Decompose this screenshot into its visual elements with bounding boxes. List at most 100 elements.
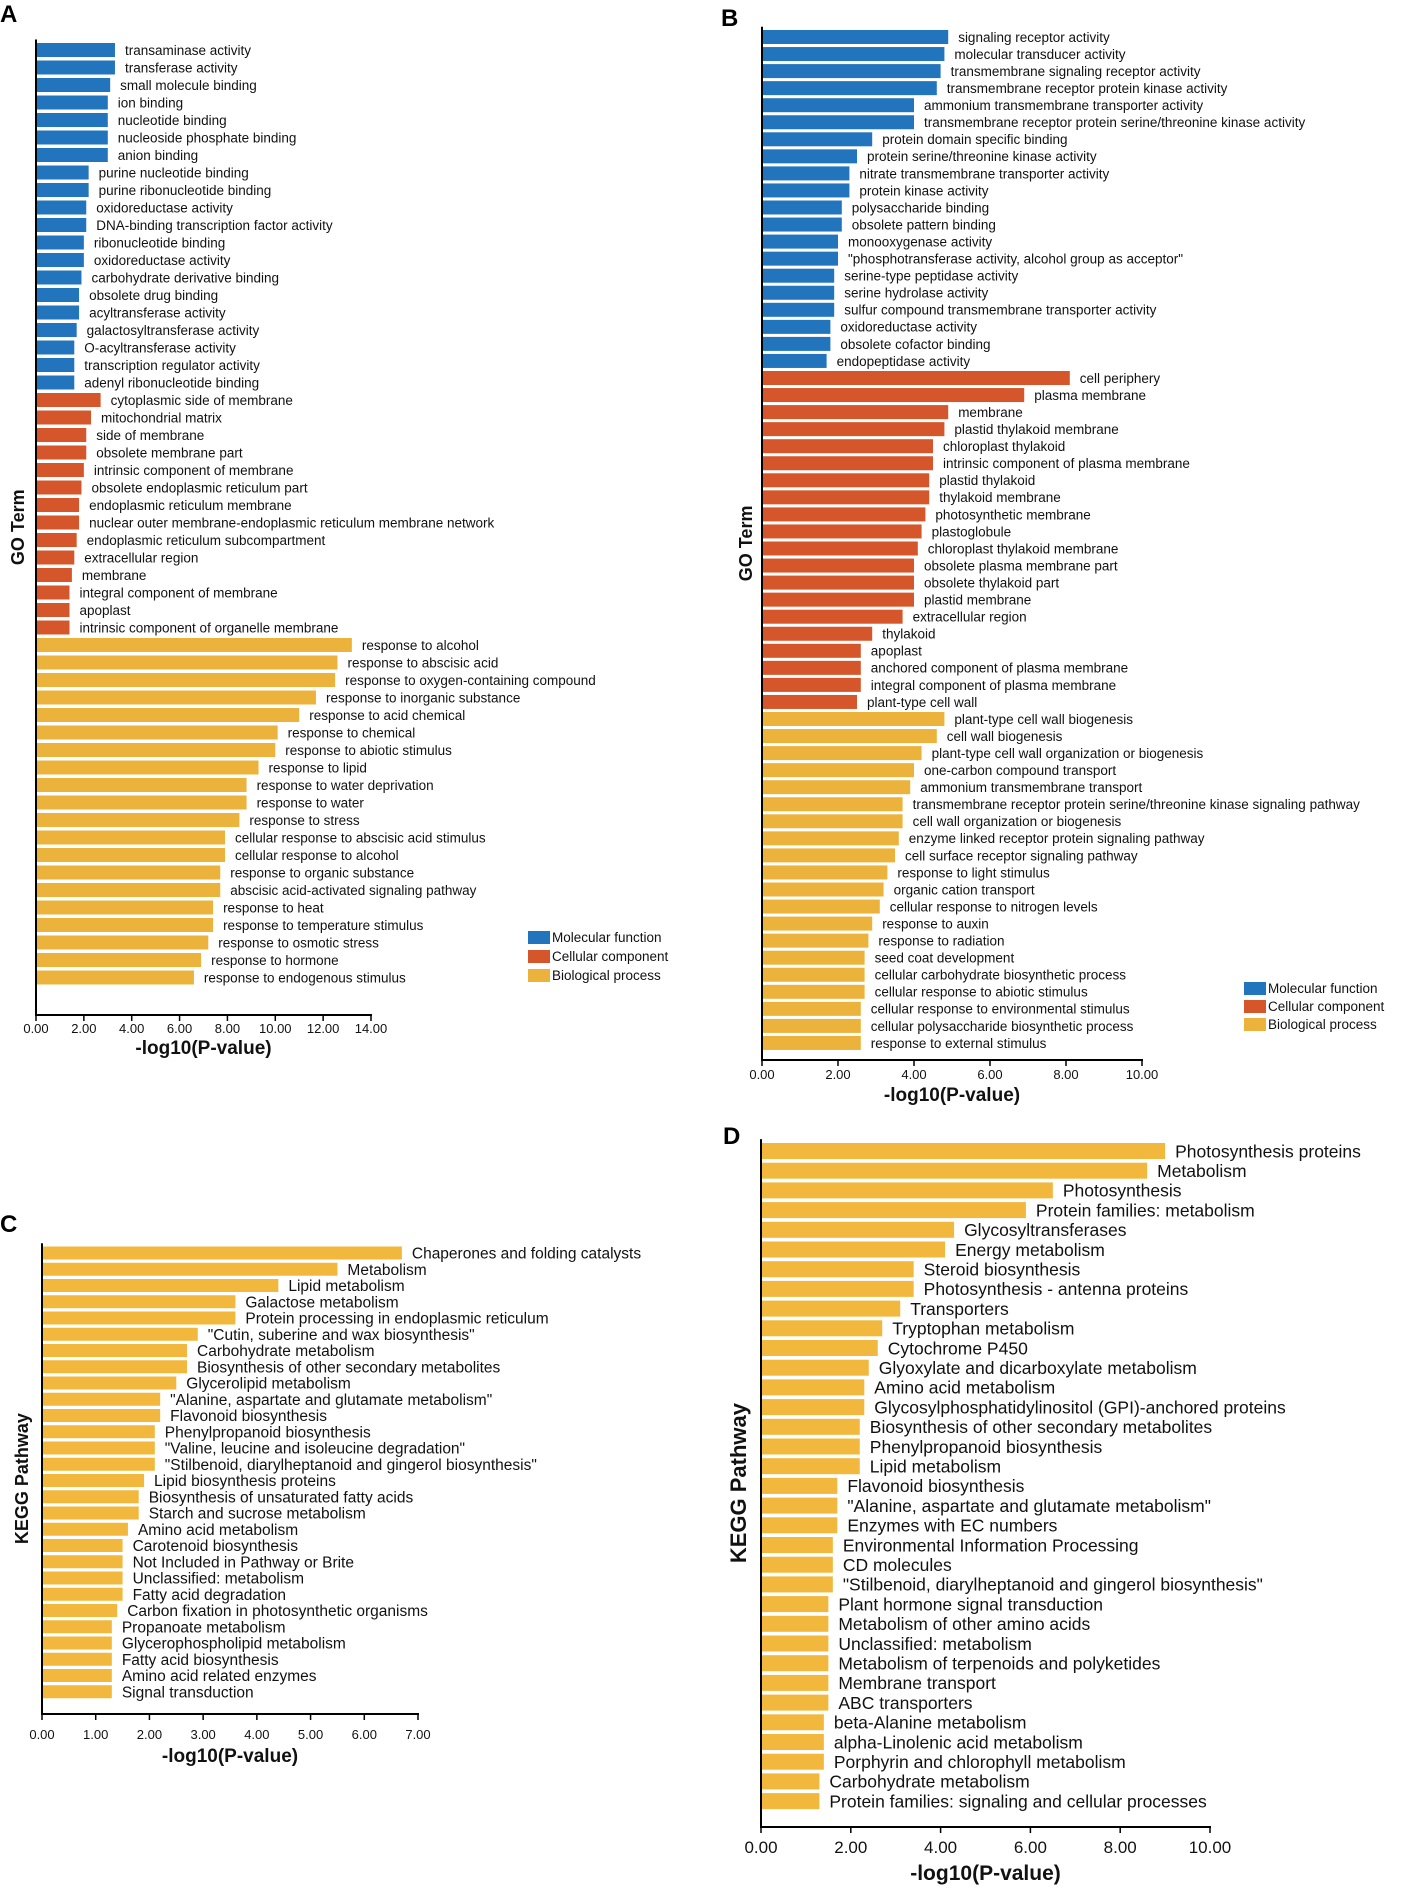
bar-label: response to endogenous stimulus [204,970,406,985]
bar-label: obsolete endoplasmic reticulum part [91,480,307,495]
bar-label: plastid thylakoid [939,473,1035,488]
bar-label: Glycosyltransferases [964,1220,1127,1240]
bar [36,970,194,985]
bar-label: response to water deprivation [257,778,434,793]
bar [762,217,842,232]
bar [36,673,336,687]
bar-label: Propanoate metabolism [122,1619,286,1636]
bar [762,268,835,283]
bar [761,1162,1148,1179]
bar [42,1620,112,1634]
bar [761,1300,901,1317]
bar-label: response to external stimulus [871,1036,1047,1051]
bar-label: chloroplast thylakoid membrane [928,541,1119,556]
y-axis-title: KEGG Pathway [12,1413,32,1544]
bar [762,541,918,556]
bar [761,1556,833,1573]
legend-swatch [1244,982,1266,995]
bar [42,1246,402,1260]
legend-swatch [528,931,550,944]
bar [42,1279,279,1292]
bar-label: Carbon fixation in photosynthetic organi… [127,1603,428,1620]
bar-label: Photosynthesis [1063,1181,1182,1201]
bar [762,234,838,249]
bar [36,515,80,530]
bar-label: organic cation transport [894,882,1035,897]
chart-panel-c: C Chaperones and folding catalystsMetabol… [0,1211,641,1767]
bar [36,708,300,722]
legend: Molecular function Cellular component Biol… [528,930,669,983]
bar-label: plastid thylakoid membrane [954,422,1118,437]
bar-label: cellular response to abscisic acid stimu… [235,830,486,845]
bar [761,1517,838,1534]
bar-label: obsolete plasma membrane part [924,558,1118,573]
legend-label: Cellular component [552,949,669,964]
bar-label: response to abiotic stimulus [285,743,452,758]
bar [762,166,850,181]
bar-label: response to hormone [211,953,339,968]
bar [42,1360,188,1374]
bar [762,200,842,215]
bar [761,1241,946,1258]
x-tick-label: 10.00 [259,1021,292,1036]
bar-label: beta-Alanine metabolism [834,1713,1027,1733]
bar [761,1261,914,1278]
bar-label: cell wall organization or biogenesis [913,814,1122,829]
bar [762,1035,861,1050]
panel-letter: A [0,1,17,28]
bar-label: Metabolism [1157,1161,1246,1181]
x-tick-label: 0.00 [744,1838,777,1857]
bar-label: response to osmotic stress [218,935,379,950]
bar [762,1001,861,1016]
bar [36,78,111,92]
bar [36,953,202,967]
bar [761,1399,865,1416]
bar [36,655,338,670]
bar [761,1714,824,1731]
bar-label: transmembrane signaling receptor activit… [951,64,1201,79]
bar-label: Protein families: signaling and cellular… [829,1791,1207,1811]
bar [762,643,861,658]
bar-label: seed coat development [875,951,1015,966]
bar-label: transmembrane receptor protein serine/th… [913,797,1361,812]
bar-label: nuclear outer membrane-endoplasmic retic… [89,515,494,530]
bar [762,865,888,880]
x-axis-title: -log10(P-value) [884,1085,1020,1106]
bar-label: "phosphotransferase activity, alcohol gr… [848,252,1183,267]
bar-label: Glycerolipid metabolism [186,1376,351,1393]
bar-label: cellular polysaccharide biosynthetic pro… [871,1019,1134,1034]
x-tick-label: 5.00 [298,1727,323,1742]
bar [36,375,75,390]
bar [36,43,115,57]
bar-label: response to inorganic substance [326,690,520,705]
bar-label: Fatty acid biosynthesis [122,1652,279,1669]
bar-label: Glycosylphosphatidylinositol (GPI)-ancho… [874,1397,1286,1417]
legend-swatch [528,969,550,982]
bar-label: Galactose metabolism [245,1294,398,1311]
bar-label: nucleoside phosphate binding [118,130,297,145]
bar-label: Metabolism of other amino acids [838,1614,1090,1634]
bar-label: polysaccharide binding [852,200,989,215]
legend-swatch [528,950,550,963]
bar-label: transaminase activity [125,43,251,58]
bar [36,148,108,162]
bar [761,1143,1166,1159]
bar [761,1576,833,1593]
bar [762,507,926,522]
bar-label: obsolete thylakoid part [924,575,1059,590]
bar [42,1311,236,1325]
bar [761,1497,838,1514]
bar [761,1753,824,1770]
bar [762,336,831,351]
bar-label: anion binding [118,148,198,163]
x-tick-label: 8.00 [1104,1838,1137,1857]
bar [42,1652,112,1666]
legend-swatch [1244,1018,1266,1031]
bar-label: Glyoxylate and dicarboxylate metabolism [879,1358,1197,1378]
bar [36,253,84,267]
bar [761,1418,860,1435]
bar [761,1340,878,1356]
bar-label: thylakoid [882,627,935,642]
